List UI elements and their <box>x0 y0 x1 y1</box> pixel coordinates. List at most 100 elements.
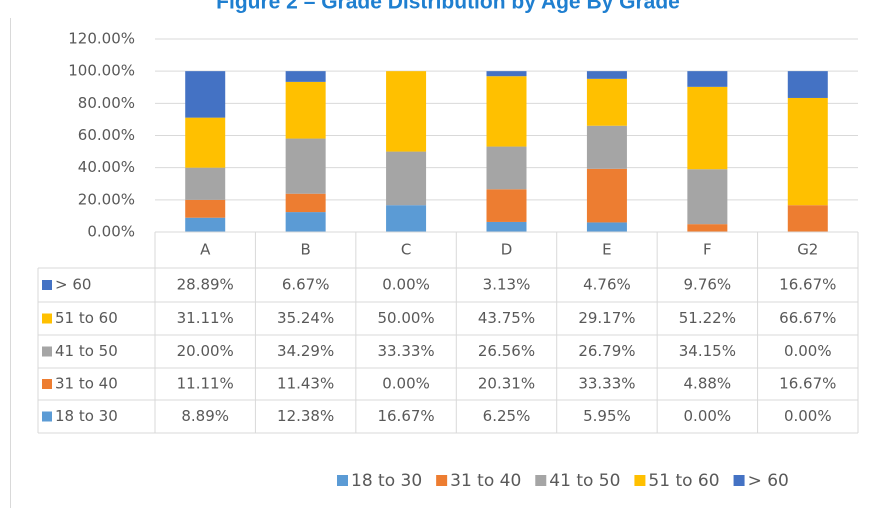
x-tick-label: G2 <box>797 241 818 259</box>
table-value: 0.00% <box>684 407 732 425</box>
bar-segment <box>386 205 427 232</box>
bar-segment <box>787 97 828 206</box>
legend-label: 41 to 50 <box>549 471 620 491</box>
table-value: 16.67% <box>779 375 836 393</box>
legend-key <box>42 313 52 324</box>
bar-segment <box>386 151 427 206</box>
table-value: 34.29% <box>277 342 334 360</box>
y-tick-label: 40.00% <box>78 158 135 176</box>
bar-segment <box>285 138 326 194</box>
row-label: > 60 <box>55 276 91 294</box>
y-tick-label: 80.00% <box>78 94 135 112</box>
legend-key <box>42 346 52 357</box>
bar-segment <box>586 168 627 223</box>
bar-segment <box>185 217 226 232</box>
bar-segment <box>486 76 527 147</box>
legend-swatch <box>535 475 547 486</box>
table-value: 6.67% <box>282 276 330 294</box>
table-value: 33.33% <box>377 342 434 360</box>
bar-segment <box>687 71 728 87</box>
table-value: 66.67% <box>779 309 836 327</box>
bar-segment <box>486 146 527 190</box>
legend-key <box>42 280 52 290</box>
table-value: 8.89% <box>181 407 229 425</box>
table-value: 34.15% <box>679 342 736 360</box>
legend-label: > 60 <box>748 471 789 491</box>
bar-segment <box>386 71 427 152</box>
legend-swatch <box>733 475 745 486</box>
bar-segment <box>486 221 527 232</box>
row-label: 51 to 60 <box>55 309 118 327</box>
legend-swatch <box>337 475 348 486</box>
table-value: 9.76% <box>684 276 732 294</box>
y-tick-label: 20.00% <box>78 190 135 208</box>
table-value: 26.56% <box>478 342 535 360</box>
table-value: 5.95% <box>583 407 631 425</box>
legend-label: 31 to 40 <box>450 471 521 491</box>
y-tick-label: 0.00% <box>87 223 135 241</box>
bar-segment <box>787 71 828 98</box>
bar-segment <box>687 169 728 225</box>
y-tick-label: 60.00% <box>78 126 135 144</box>
table-value: 16.67% <box>779 276 836 294</box>
table-value: 16.67% <box>377 407 434 425</box>
x-tick-label: A <box>200 241 211 259</box>
legend-swatch <box>634 475 646 486</box>
table-value: 0.00% <box>382 276 430 294</box>
table-value: 51.22% <box>679 309 736 327</box>
table-value: 0.00% <box>382 375 430 393</box>
legend-key <box>42 379 52 389</box>
x-tick-label: B <box>300 241 310 259</box>
bar-segment <box>185 117 226 168</box>
legend-key <box>42 411 52 422</box>
bar-segment <box>185 199 226 218</box>
table-value: 50.00% <box>377 309 434 327</box>
bar-segment <box>285 212 326 232</box>
x-tick-label: D <box>501 241 513 259</box>
bar-segment <box>185 71 226 118</box>
chart-title: Figure 2 – Grade Distribution by Age By … <box>216 0 680 14</box>
bar-segment <box>687 224 728 232</box>
legend-label: 18 to 30 <box>351 471 422 491</box>
table-value: 20.00% <box>177 342 234 360</box>
x-tick-label: F <box>703 241 712 259</box>
bar-segment <box>586 125 627 169</box>
table-value: 29.17% <box>578 309 635 327</box>
x-tick-label: E <box>602 241 611 259</box>
legend-label: 51 to 60 <box>648 471 719 491</box>
table-value: 26.79% <box>578 342 635 360</box>
table-value: 3.13% <box>483 276 531 294</box>
row-label: 18 to 30 <box>55 407 118 425</box>
bar-segment <box>486 189 527 222</box>
bar-segment <box>285 81 326 139</box>
table-value: 12.38% <box>277 407 334 425</box>
row-label: 31 to 40 <box>55 375 118 393</box>
bar-segment <box>486 71 527 77</box>
table-value: 20.31% <box>478 375 535 393</box>
row-label: 41 to 50 <box>55 342 118 360</box>
table-value: 4.88% <box>684 375 732 393</box>
table-value: 0.00% <box>784 407 832 425</box>
x-tick-label: C <box>401 241 411 259</box>
table-value: 43.75% <box>478 309 535 327</box>
bar-segment <box>586 71 627 79</box>
table-value: 11.43% <box>277 375 334 393</box>
y-tick-label: 100.00% <box>68 62 135 80</box>
table-value: 28.89% <box>177 276 234 294</box>
table-value: 0.00% <box>784 342 832 360</box>
bar-segment <box>586 78 627 126</box>
table-value: 33.33% <box>578 375 635 393</box>
table-value: 4.76% <box>583 276 631 294</box>
bar-segment <box>586 222 627 232</box>
table-value: 35.24% <box>277 309 334 327</box>
legend-swatch <box>436 475 448 486</box>
table-value: 31.11% <box>177 309 234 327</box>
bar-segment <box>787 205 828 232</box>
bar-segment <box>285 71 326 82</box>
table-value: 6.25% <box>483 407 531 425</box>
bar-segment <box>185 167 226 200</box>
table-value: 11.11% <box>177 375 234 393</box>
bar-segment <box>687 86 728 170</box>
bar-segment <box>285 193 326 213</box>
